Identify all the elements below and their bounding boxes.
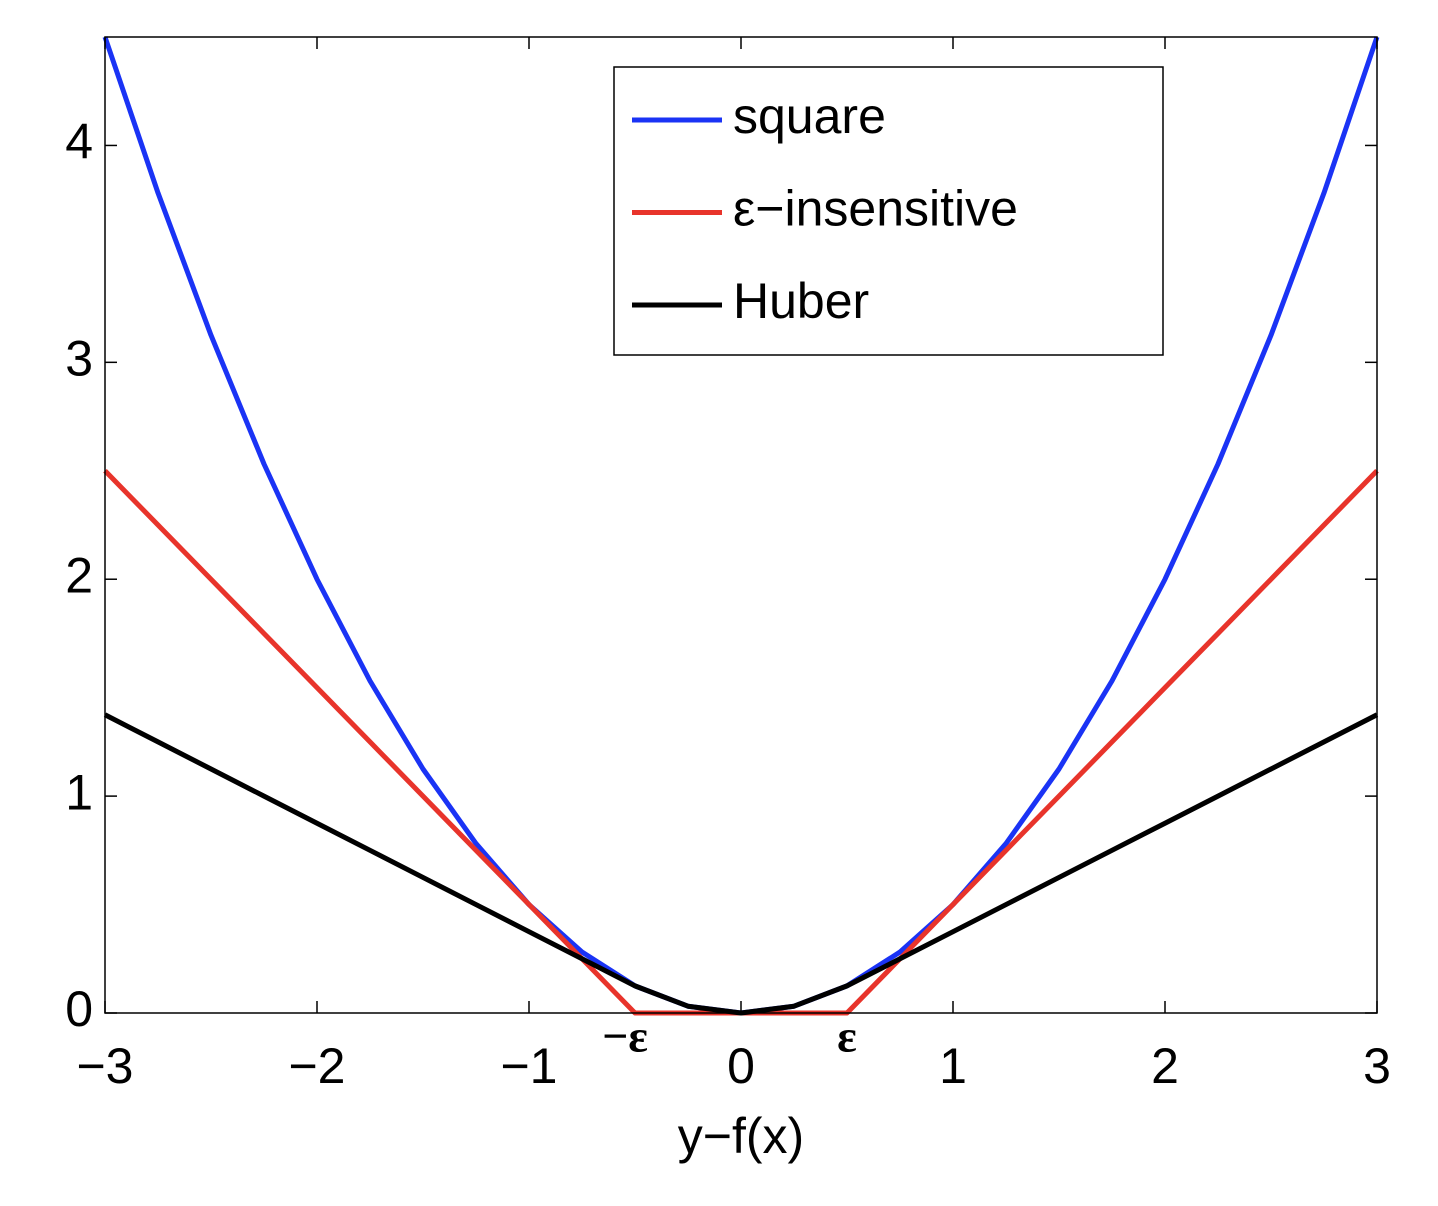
legend-label: ε−insensitive	[733, 181, 1018, 237]
y-tick-label: 3	[65, 331, 93, 387]
x-axis-label: y−f(x)	[678, 1108, 804, 1164]
annotation: −ε	[602, 1011, 648, 1062]
x-tick-label: 2	[1151, 1038, 1179, 1094]
x-tick-label: 3	[1363, 1038, 1391, 1094]
legend-label: Huber	[733, 273, 869, 329]
y-tick-label: 4	[65, 114, 93, 170]
x-tick-label: 0	[727, 1038, 755, 1094]
legend-label: square	[733, 88, 886, 144]
annotation: ε	[837, 1011, 857, 1062]
y-tick-label: 0	[65, 981, 93, 1037]
x-tick-label: 1	[939, 1038, 967, 1094]
y-tick-label: 1	[65, 764, 93, 820]
legend: square ε−insensitive Huber	[613, 66, 1164, 356]
x-tick-label: −2	[288, 1038, 345, 1094]
x-tick-label: −3	[76, 1038, 133, 1094]
y-tick-label: 2	[65, 547, 93, 603]
x-tick-label: −1	[500, 1038, 557, 1094]
